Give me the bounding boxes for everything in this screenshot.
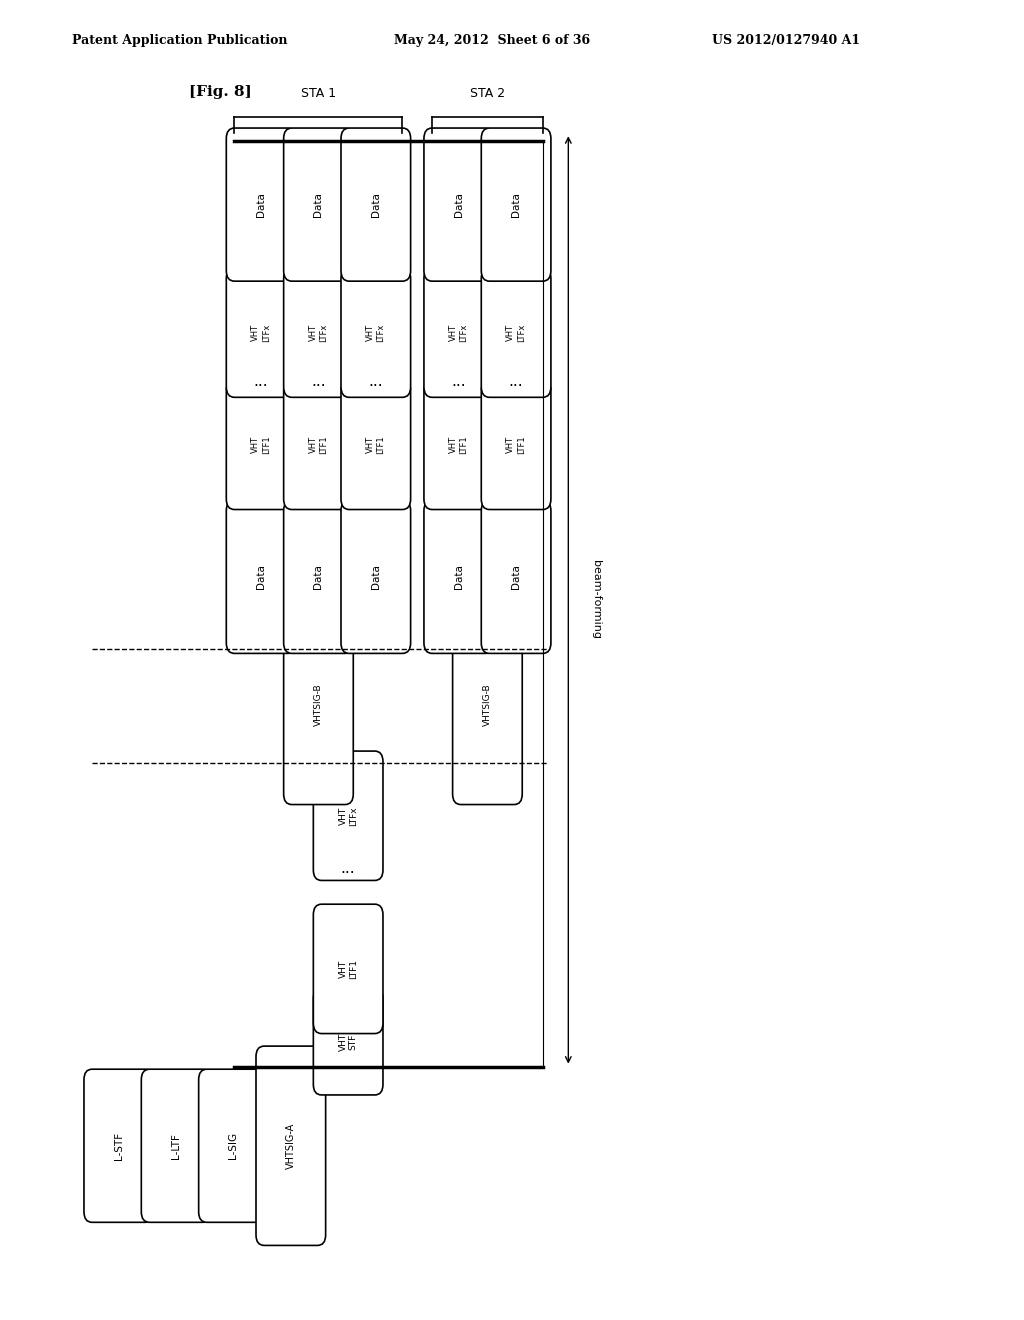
Text: Data: Data: [454, 193, 464, 216]
Text: Data: Data: [256, 565, 266, 589]
Text: STA 1: STA 1: [301, 87, 336, 100]
Text: US 2012/0127940 A1: US 2012/0127940 A1: [712, 33, 860, 46]
Text: Data: Data: [511, 193, 521, 216]
Text: ···: ···: [452, 379, 466, 395]
Text: ···: ···: [341, 866, 355, 882]
Text: Data: Data: [313, 193, 324, 216]
Text: VHT
LTF1: VHT LTF1: [252, 436, 270, 454]
Text: May 24, 2012  Sheet 6 of 36: May 24, 2012 Sheet 6 of 36: [394, 33, 591, 46]
FancyBboxPatch shape: [481, 500, 551, 653]
FancyBboxPatch shape: [313, 904, 383, 1034]
Text: VHT
LTFx: VHT LTFx: [367, 323, 385, 342]
FancyBboxPatch shape: [341, 380, 411, 510]
FancyBboxPatch shape: [481, 380, 551, 510]
Text: VHT
LTF1: VHT LTF1: [450, 436, 468, 454]
FancyBboxPatch shape: [453, 605, 522, 804]
Text: ···: ···: [509, 379, 523, 395]
FancyBboxPatch shape: [199, 1069, 268, 1222]
Text: [Fig. 8]: [Fig. 8]: [189, 86, 252, 99]
Text: VHT
LTFx: VHT LTFx: [339, 807, 357, 825]
FancyBboxPatch shape: [341, 268, 411, 397]
Text: beam-forming: beam-forming: [591, 561, 601, 639]
Text: VHT
LTFx: VHT LTFx: [507, 323, 525, 342]
FancyBboxPatch shape: [481, 128, 551, 281]
Text: Data: Data: [313, 565, 324, 589]
FancyBboxPatch shape: [424, 380, 494, 510]
FancyBboxPatch shape: [84, 1069, 154, 1222]
FancyBboxPatch shape: [141, 1069, 211, 1222]
FancyBboxPatch shape: [226, 268, 296, 397]
Text: VHT
LTF1: VHT LTF1: [339, 958, 357, 979]
Text: VHTSIG-B: VHTSIG-B: [314, 684, 323, 726]
Text: Data: Data: [371, 193, 381, 216]
Text: VHTSIG-A: VHTSIG-A: [286, 1122, 296, 1170]
FancyBboxPatch shape: [481, 268, 551, 397]
Text: VHT
STF: VHT STF: [339, 1032, 357, 1051]
Text: VHT
LTF1: VHT LTF1: [309, 436, 328, 454]
FancyBboxPatch shape: [226, 128, 296, 281]
Text: VHT
LTFx: VHT LTFx: [252, 323, 270, 342]
FancyBboxPatch shape: [313, 751, 383, 880]
FancyBboxPatch shape: [424, 128, 494, 281]
Text: L-SIG: L-SIG: [228, 1133, 239, 1159]
Text: VHT
LTF1: VHT LTF1: [507, 436, 525, 454]
Text: ···: ···: [311, 379, 326, 395]
Text: VHT
LTFx: VHT LTFx: [309, 323, 328, 342]
Text: STA 2: STA 2: [470, 87, 505, 100]
Text: L-LTF: L-LTF: [171, 1133, 181, 1159]
FancyBboxPatch shape: [424, 500, 494, 653]
FancyBboxPatch shape: [424, 268, 494, 397]
FancyBboxPatch shape: [284, 128, 353, 281]
Text: VHT
LTFx: VHT LTFx: [450, 323, 468, 342]
Text: VHT
LTF1: VHT LTF1: [367, 436, 385, 454]
Text: Data: Data: [256, 193, 266, 216]
Text: Patent Application Publication: Patent Application Publication: [72, 33, 287, 46]
FancyBboxPatch shape: [284, 268, 353, 397]
FancyBboxPatch shape: [313, 987, 383, 1096]
FancyBboxPatch shape: [226, 500, 296, 653]
FancyBboxPatch shape: [341, 128, 411, 281]
FancyBboxPatch shape: [256, 1045, 326, 1246]
FancyBboxPatch shape: [284, 500, 353, 653]
Text: L-STF: L-STF: [114, 1131, 124, 1160]
Text: Data: Data: [511, 565, 521, 589]
Text: Data: Data: [371, 565, 381, 589]
Text: Data: Data: [454, 565, 464, 589]
Text: ···: ···: [369, 379, 383, 395]
FancyBboxPatch shape: [284, 380, 353, 510]
Text: ···: ···: [254, 379, 268, 395]
FancyBboxPatch shape: [226, 380, 296, 510]
Text: VHTSIG-B: VHTSIG-B: [483, 684, 492, 726]
FancyBboxPatch shape: [284, 605, 353, 804]
FancyBboxPatch shape: [341, 500, 411, 653]
